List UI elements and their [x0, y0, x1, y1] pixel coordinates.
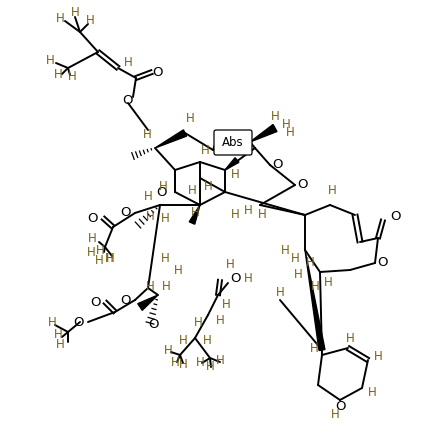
Text: H: H: [306, 256, 314, 268]
Polygon shape: [250, 125, 277, 142]
Text: O: O: [121, 294, 131, 306]
Text: H: H: [291, 252, 299, 264]
Text: O: O: [122, 94, 132, 107]
Text: H: H: [164, 343, 173, 357]
Text: H: H: [368, 386, 376, 399]
Text: H: H: [294, 268, 302, 281]
Text: H: H: [216, 354, 224, 367]
Text: H: H: [106, 252, 114, 264]
Text: H: H: [95, 254, 103, 267]
Text: H: H: [244, 271, 253, 284]
Text: O: O: [297, 178, 308, 191]
Text: H: H: [206, 361, 214, 374]
Text: H: H: [276, 285, 284, 298]
Text: H: H: [162, 281, 170, 294]
Text: O: O: [377, 257, 387, 270]
Polygon shape: [155, 130, 187, 148]
Text: H: H: [88, 232, 96, 244]
Text: H: H: [161, 212, 169, 225]
Text: O: O: [148, 319, 158, 332]
Text: H: H: [258, 208, 266, 222]
Text: H: H: [159, 180, 168, 194]
Text: H: H: [282, 118, 290, 131]
Text: H: H: [216, 313, 224, 326]
Text: H: H: [203, 333, 212, 347]
Text: H: H: [144, 191, 152, 204]
Text: O: O: [91, 295, 101, 309]
Text: H: H: [48, 316, 56, 329]
Text: H: H: [54, 327, 62, 340]
Text: H: H: [56, 337, 64, 350]
Text: H: H: [143, 128, 151, 141]
Text: H: H: [225, 259, 234, 271]
Text: H: H: [222, 298, 231, 312]
Text: H: H: [85, 14, 94, 27]
Text: H: H: [191, 207, 199, 219]
Polygon shape: [138, 295, 158, 310]
Text: H: H: [328, 184, 336, 198]
FancyBboxPatch shape: [214, 130, 252, 155]
Text: H: H: [346, 332, 354, 344]
Text: H: H: [179, 333, 187, 347]
Text: H: H: [186, 112, 195, 125]
Text: O: O: [272, 159, 283, 171]
Text: H: H: [271, 111, 279, 124]
Text: H: H: [201, 143, 209, 156]
Text: H: H: [203, 180, 212, 193]
Text: H: H: [331, 407, 339, 420]
Text: O: O: [335, 400, 345, 413]
Text: H: H: [71, 7, 80, 20]
Text: H: H: [173, 264, 182, 277]
Text: H: H: [56, 11, 64, 24]
Text: Abs: Abs: [222, 135, 244, 149]
Text: H: H: [161, 252, 169, 264]
Text: H: H: [46, 53, 55, 66]
Text: O: O: [152, 66, 162, 79]
Text: H: H: [231, 169, 239, 181]
Polygon shape: [225, 158, 239, 170]
Text: H: H: [170, 356, 179, 368]
Text: H: H: [324, 275, 332, 288]
Text: H: H: [179, 358, 187, 371]
Text: O: O: [88, 212, 98, 225]
Text: H: H: [374, 350, 382, 363]
Text: O: O: [230, 273, 241, 285]
Text: H: H: [195, 356, 204, 368]
Text: H: H: [96, 243, 104, 257]
Text: H: H: [68, 70, 77, 83]
Text: H: H: [310, 343, 319, 356]
Text: H: H: [87, 246, 95, 259]
Text: H: H: [146, 211, 154, 223]
Text: O: O: [74, 316, 84, 329]
Text: H: H: [104, 253, 113, 266]
Polygon shape: [189, 205, 200, 224]
Text: H: H: [146, 281, 154, 294]
Text: H: H: [286, 125, 294, 139]
Text: O: O: [390, 211, 401, 223]
Text: H: H: [231, 208, 239, 222]
Text: H: H: [244, 204, 253, 216]
Text: H: H: [54, 69, 62, 81]
Text: H: H: [188, 184, 196, 197]
Text: H: H: [310, 280, 319, 292]
Polygon shape: [305, 250, 325, 350]
Text: H: H: [280, 243, 289, 257]
Text: O: O: [157, 187, 167, 200]
Text: H: H: [124, 55, 132, 69]
Text: O: O: [121, 207, 131, 219]
Text: H: H: [194, 316, 202, 329]
